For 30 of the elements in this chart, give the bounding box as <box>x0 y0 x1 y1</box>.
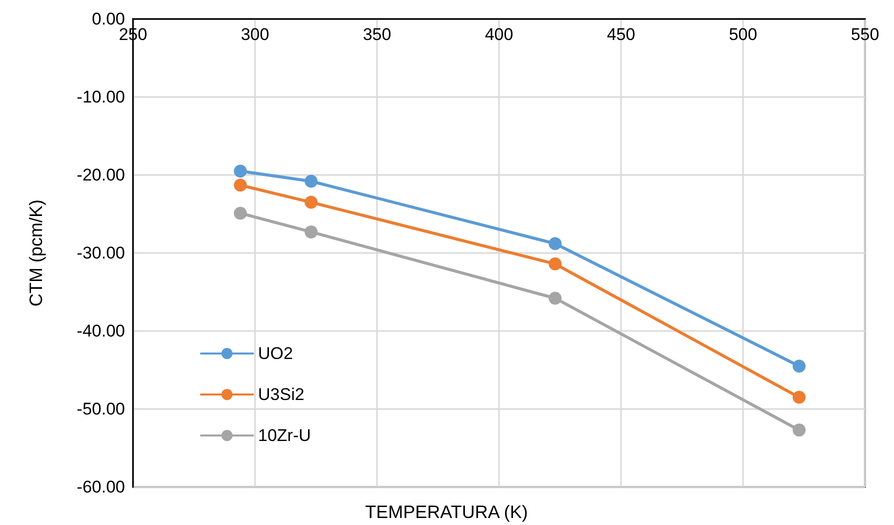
x-axis-title: TEMPERATURA (K) <box>365 502 528 522</box>
point <box>548 257 562 270</box>
point <box>792 390 806 404</box>
point <box>548 237 562 250</box>
y-tick-label: -20.00 <box>76 166 125 184</box>
point <box>548 292 562 305</box>
y-axis-title: CTM (pcm/K) <box>26 200 46 306</box>
legend-label: UO2 <box>258 344 293 363</box>
x-tick-label: 500 <box>728 25 758 44</box>
x-tick-label: 350 <box>362 25 392 44</box>
y-tick-label: 0.00 <box>92 10 125 28</box>
y-tick-label: -40.00 <box>76 322 125 340</box>
point <box>234 206 247 220</box>
legend-label: 10Zr-U <box>258 426 311 445</box>
x-tick-label: 300 <box>240 25 270 44</box>
x-tick-label: 450 <box>606 25 636 44</box>
legend-label: U3Si2 <box>258 385 304 404</box>
point <box>304 225 318 238</box>
x-tick-label: 400 <box>484 25 514 44</box>
point <box>234 164 247 178</box>
point <box>304 174 318 188</box>
y-tick-label: -10.00 <box>76 88 125 106</box>
point <box>792 424 806 437</box>
point <box>234 178 247 192</box>
point <box>792 360 806 373</box>
y-tick-label: -30.00 <box>76 244 125 262</box>
x-tick-label: 550 <box>850 25 880 44</box>
y-tick-label: -50.00 <box>76 400 125 418</box>
y-tick-label: -60.00 <box>76 478 125 496</box>
point <box>304 196 318 209</box>
